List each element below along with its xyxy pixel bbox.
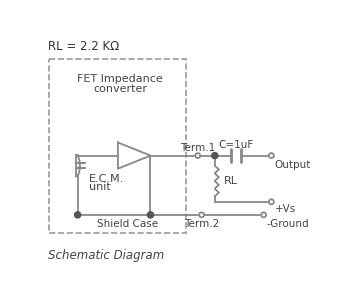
Text: Output: Output: [275, 160, 311, 170]
Circle shape: [212, 153, 218, 159]
Circle shape: [195, 153, 200, 158]
Circle shape: [269, 153, 274, 158]
Text: Term.1: Term.1: [180, 143, 215, 153]
Text: unit: unit: [89, 182, 111, 192]
Circle shape: [75, 212, 81, 218]
Text: +Vs: +Vs: [275, 204, 296, 214]
Circle shape: [199, 212, 204, 217]
Circle shape: [261, 212, 266, 217]
Text: E.C.M.: E.C.M.: [89, 174, 124, 184]
Text: C=1uF: C=1uF: [218, 140, 253, 150]
Text: Schematic Diagram: Schematic Diagram: [48, 249, 165, 262]
Text: Term.2: Term.2: [184, 219, 219, 229]
Circle shape: [147, 212, 154, 218]
Circle shape: [269, 199, 274, 204]
Bar: [49, 59, 186, 233]
Text: converter: converter: [93, 84, 147, 94]
Text: RL = 2.2 KΩ: RL = 2.2 KΩ: [48, 40, 119, 53]
Text: Shield Case: Shield Case: [97, 219, 159, 229]
Text: RL: RL: [224, 176, 238, 186]
Text: -Ground: -Ground: [267, 219, 310, 229]
Text: FET Impedance: FET Impedance: [77, 74, 163, 84]
